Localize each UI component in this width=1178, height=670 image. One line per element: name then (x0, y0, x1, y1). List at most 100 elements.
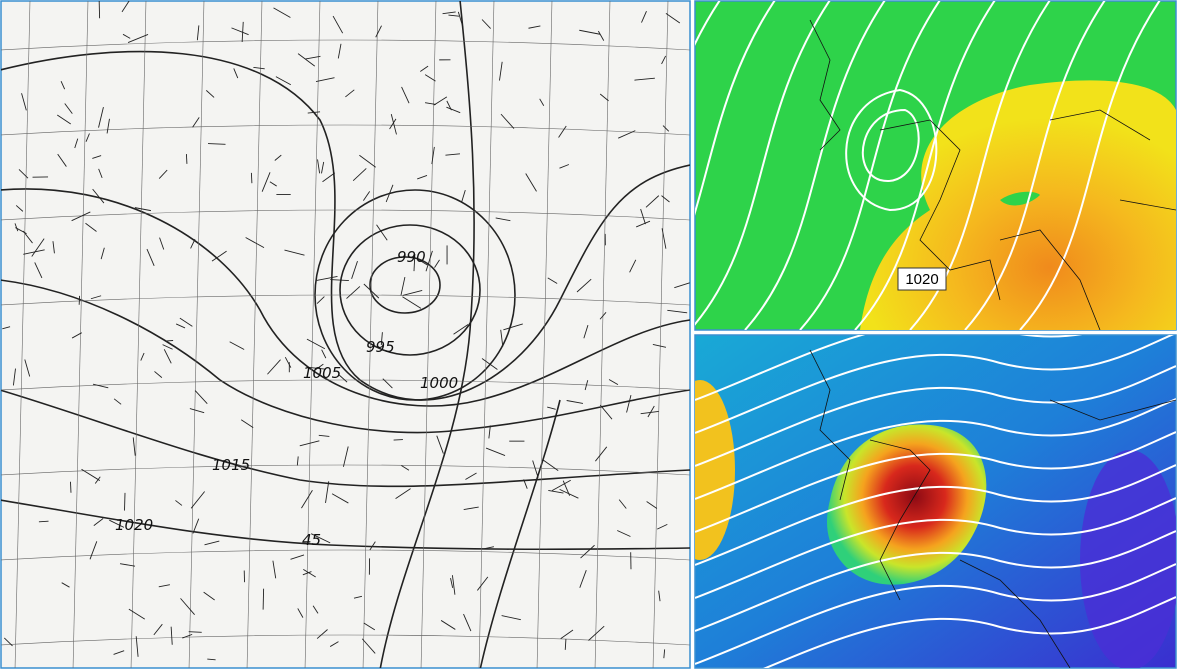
isobar (1, 188, 690, 407)
station-mark (451, 575, 456, 595)
station-mark (98, 168, 103, 179)
station-mark (667, 309, 688, 314)
station-mark (445, 153, 460, 156)
streamline (695, 464, 1176, 566)
station-mark (93, 518, 104, 526)
station-mark (315, 77, 335, 83)
station-mark (204, 540, 220, 546)
station-mark (231, 27, 249, 36)
grid-line (478, 1, 495, 668)
station-mark (424, 102, 436, 105)
station-mark (566, 400, 584, 404)
station-mark (301, 490, 313, 509)
station-mark (310, 533, 331, 544)
streamlines (695, 335, 1176, 668)
station-mark (57, 153, 67, 167)
station-mark (463, 613, 472, 632)
station-mark (194, 390, 208, 405)
station-mark (189, 408, 205, 414)
label-box (897, 267, 947, 291)
station-mark (207, 658, 216, 661)
station-mark (272, 560, 277, 579)
station-mark (182, 633, 193, 639)
station-mark (18, 169, 29, 179)
isobar (1, 279, 690, 434)
station-mark (134, 207, 152, 212)
station-mark (128, 608, 145, 620)
station-mark (164, 340, 174, 342)
station-mark (85, 133, 90, 142)
station-mark (457, 11, 464, 29)
station-mark (674, 282, 690, 289)
station-mark (375, 25, 382, 38)
station-mark (306, 366, 326, 370)
station-mark (121, 1, 130, 13)
station-mark (547, 406, 556, 410)
station-mark (273, 7, 291, 18)
station-mark (135, 636, 139, 657)
station-mark (240, 419, 254, 428)
station-mark (363, 283, 380, 299)
station-mark (532, 460, 539, 478)
station-mark (353, 595, 363, 599)
station-mark (576, 278, 592, 293)
station-mark (64, 103, 73, 114)
station-mark (440, 620, 456, 630)
station-mark (113, 398, 122, 405)
grid-line (420, 1, 437, 668)
station-mark (634, 77, 655, 81)
station-mark (262, 588, 265, 610)
station-mark (22, 230, 33, 244)
streamline (695, 398, 1176, 500)
station-mark (420, 65, 429, 72)
isobar (909, 1, 1051, 330)
station-mark (312, 605, 319, 614)
station-mark (663, 649, 666, 659)
streamline (695, 497, 1176, 599)
streamline (695, 335, 1082, 401)
station-mark (363, 191, 371, 201)
station-mark (23, 249, 45, 255)
station-mark (296, 456, 299, 466)
isobar (854, 1, 996, 330)
station-mark (317, 159, 321, 174)
warm-anomaly (695, 380, 735, 560)
grid-line (14, 1, 31, 668)
station-mark (92, 188, 105, 204)
isobar-label: 1015 (212, 456, 250, 474)
station-mark (645, 195, 660, 208)
station-mark (579, 29, 601, 35)
station-mark (175, 323, 186, 329)
station-mark (599, 93, 609, 102)
station-mark (159, 237, 165, 250)
station-mark (190, 239, 196, 249)
station-mark (652, 343, 667, 348)
station-mark (588, 625, 605, 641)
station-mark (113, 650, 125, 655)
station-mark (106, 118, 110, 134)
station-mark (306, 338, 326, 350)
station-mark (2, 326, 11, 330)
station-mark (482, 546, 494, 550)
station-mark (446, 106, 461, 114)
station-mark (132, 437, 136, 456)
streamline (695, 365, 1176, 467)
latitude-label: 45 (302, 531, 321, 549)
grid-line (1, 209, 690, 221)
station-mark (548, 490, 564, 494)
station-mark (253, 66, 265, 70)
station-mark (662, 125, 670, 132)
station-mark (617, 530, 631, 537)
station-mark (385, 184, 394, 203)
station-mark (223, 460, 242, 468)
isobar (964, 1, 1106, 330)
station-mark (418, 259, 428, 266)
station-mark (170, 626, 173, 645)
station-mark (179, 317, 193, 327)
station-mark (665, 12, 681, 24)
isobar-label: 1005 (303, 364, 341, 382)
station-mark (363, 622, 376, 631)
station-mark (599, 404, 613, 420)
